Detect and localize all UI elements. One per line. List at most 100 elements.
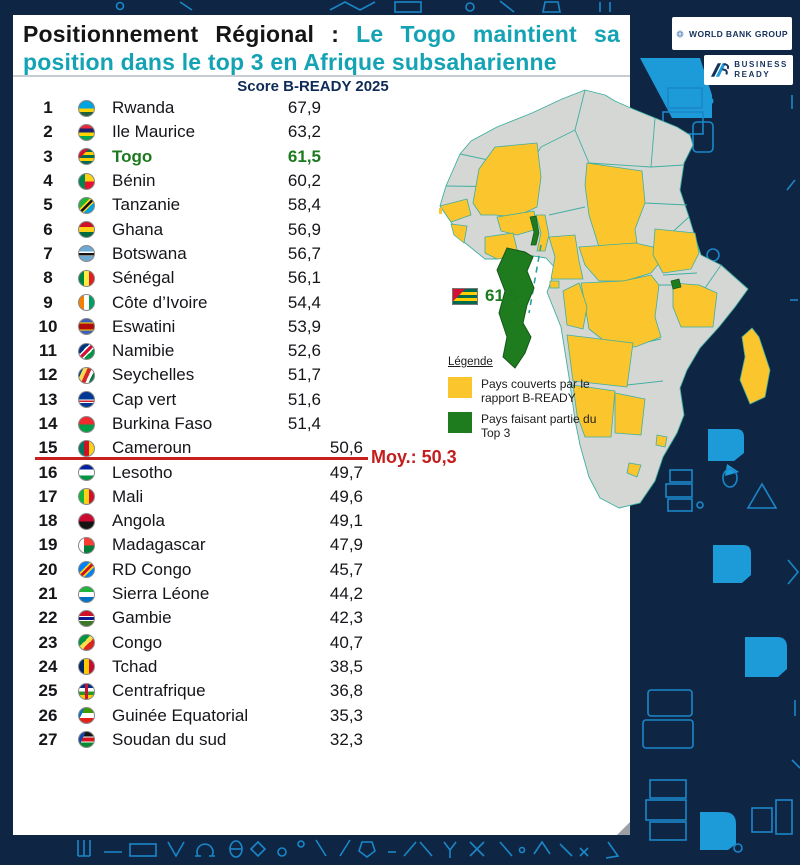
country-score: 45,7 — [329, 559, 363, 579]
country-flag-icon — [77, 99, 95, 117]
country-score: 47,9 — [329, 535, 363, 555]
rank-number: 14 — [38, 414, 58, 433]
rank-number: 15 — [38, 438, 58, 458]
flag-wrap — [63, 512, 109, 530]
togo-callout-note: 61,5 — [452, 286, 518, 306]
flag-wrap — [63, 148, 109, 166]
table-row: 10 Eswatini 53,9 — [33, 315, 413, 339]
country-name: Namibie — [112, 341, 175, 361]
country-name: Ghana — [112, 219, 164, 239]
rank-number: 8 — [43, 268, 53, 288]
table-row: 15 Cameroun 50,6 — [33, 436, 413, 460]
country-flag-icon — [77, 221, 95, 239]
country-flag-icon — [77, 342, 95, 360]
flag-wrap — [63, 172, 109, 190]
table-row: 1 Rwanda 67,9 — [33, 96, 413, 120]
table-row: 19 Madagascar 47,9 — [33, 533, 413, 557]
country-score: 51,6 — [287, 389, 321, 409]
country-flag-icon — [77, 123, 95, 141]
flag-wrap — [63, 99, 109, 117]
page-title-colon: : — [314, 21, 357, 47]
country-name: Botswana — [112, 243, 187, 263]
legend-swatch — [448, 377, 472, 398]
country-score: 56,9 — [287, 219, 321, 239]
country-score: 32,3 — [329, 729, 363, 749]
flag-wrap — [63, 707, 109, 725]
country-flag-icon — [77, 196, 95, 214]
country-score: 36,8 — [329, 681, 363, 701]
africa-map — [439, 89, 771, 509]
country-score: 54,4 — [287, 292, 321, 312]
legend-item: Pays couverts par le rapport B-READY — [448, 377, 608, 405]
average-line — [35, 457, 368, 460]
ready-word: READY — [734, 70, 771, 79]
table-row: 4 Bénin 60,2 — [33, 169, 413, 193]
flag-wrap — [63, 464, 109, 482]
country-flag-icon — [77, 464, 95, 482]
table-row: 9 Côte d’Ivoire 54,4 — [33, 290, 413, 314]
flag-wrap — [63, 609, 109, 627]
rank-number: 2 — [43, 122, 53, 142]
country-name: Lesotho — [112, 462, 173, 482]
business-ready-label: BUSINESS READY — [734, 60, 788, 80]
flag-wrap — [63, 439, 109, 457]
togo-flag-icon — [452, 287, 478, 305]
rank-number: 18 — [38, 511, 58, 531]
country-name: Mali — [112, 486, 144, 506]
table-row: 20 RD Congo 45,7 — [33, 558, 413, 582]
map-togo-callout — [496, 247, 535, 369]
table-row: 21 Sierra Léone 44,2 — [33, 582, 413, 606]
flag-wrap — [63, 634, 109, 652]
flag-wrap — [63, 221, 109, 239]
country-score: 51,4 — [287, 414, 321, 433]
country-name: Sénégal — [112, 268, 175, 288]
country-score: 63,2 — [287, 122, 321, 142]
country-flag-icon — [77, 269, 95, 287]
table-row: 23 Congo 40,7 — [33, 631, 413, 655]
country-flag-icon — [77, 415, 95, 433]
page-title: Positionnement Régional : Le Togo mainti… — [23, 20, 620, 76]
rank-number: 25 — [38, 681, 58, 701]
table-row: 6 Ghana 56,9 — [33, 217, 413, 241]
country-flag-icon — [77, 245, 95, 263]
country-name: Tchad — [112, 656, 158, 676]
flag-wrap — [63, 196, 109, 214]
average-label: Moy.: 50,3 — [371, 447, 457, 467]
country-flag-icon — [77, 609, 95, 627]
flag-wrap — [63, 269, 109, 287]
rank-number: 11 — [39, 341, 57, 361]
country-score: 38,5 — [329, 656, 363, 676]
map-legend: Légende Pays couverts par le rapport B-R… — [448, 356, 608, 448]
table-row: 13 Cap vert 51,6 — [33, 388, 413, 412]
country-score: 58,4 — [287, 195, 321, 215]
page-title-teal: Le Togo maintient sa position dans le to… — [23, 21, 620, 75]
rank-number: 5 — [43, 195, 53, 215]
country-name: Centrafrique — [112, 681, 206, 701]
table-row: 12 Seychelles 51,7 — [33, 363, 413, 387]
rank-number: 9 — [43, 292, 53, 312]
country-flag-icon — [77, 172, 95, 190]
business-word: BUSINESS — [734, 60, 788, 69]
rank-number: 13 — [38, 389, 58, 409]
flag-wrap — [63, 123, 109, 141]
rank-number: 10 — [38, 316, 58, 336]
rank-number: 16 — [38, 462, 58, 482]
table-row: 2 Ile Maurice 63,2 — [33, 120, 413, 144]
flag-wrap — [63, 488, 109, 506]
country-score: 50,6 — [329, 438, 363, 458]
rank-number: 20 — [38, 559, 58, 579]
table-row: 25 Centrafrique 36,8 — [33, 679, 413, 703]
flag-wrap — [63, 731, 109, 749]
flag-wrap — [63, 391, 109, 409]
business-ready-icon — [710, 63, 730, 77]
country-name: Sierra Léone — [112, 584, 210, 604]
rank-number: 12 — [38, 365, 58, 385]
country-name: Togo — [112, 146, 153, 166]
ranking-list: 1 Rwanda 67,9 2 Ile Maurice 63,2 3 Togo 61,5 4 Bén… — [33, 96, 413, 752]
flag-wrap — [63, 318, 109, 336]
table-row: 17 Mali 49,6 — [33, 485, 413, 509]
flag-wrap — [63, 561, 109, 579]
table-row: 16 Lesotho 49,7 — [33, 460, 413, 484]
country-flag-icon — [77, 536, 95, 554]
country-flag-icon — [77, 658, 95, 676]
